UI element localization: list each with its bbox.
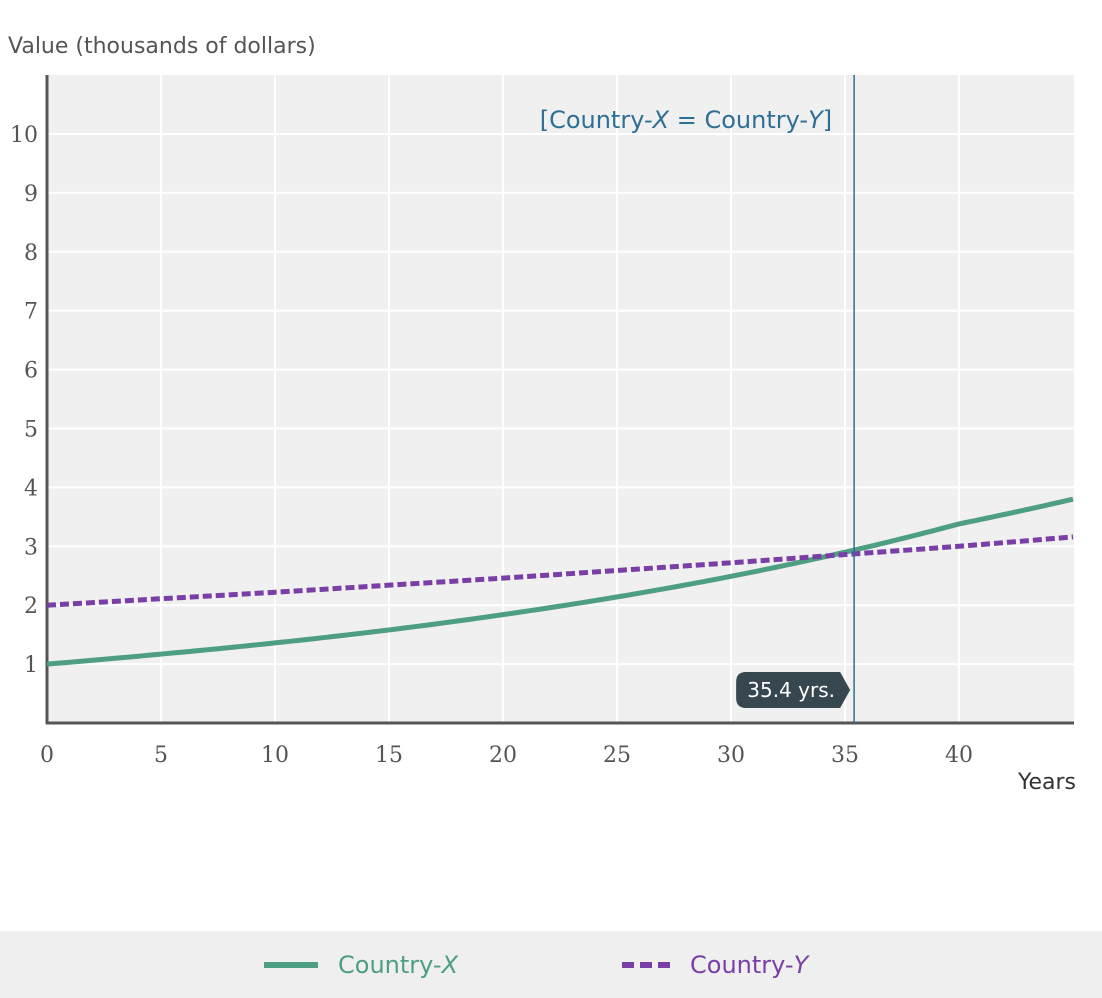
y-tick-label-3: 3 bbox=[24, 535, 38, 560]
chart: 0 5 10 15 20 25 30 35 40 1 2 3 4 5 6 7 8 9 10 Value (thous… bbox=[8, 34, 1076, 795]
legend-swatch-country-y bbox=[622, 961, 670, 968]
intersection-label-part-1: X bbox=[651, 106, 670, 134]
grid bbox=[47, 75, 1074, 723]
intersection-label: [Country-X = Country-Y] bbox=[540, 106, 832, 134]
y-tick-label-1: 1 bbox=[24, 653, 38, 678]
y-tick-label-5: 5 bbox=[24, 418, 38, 443]
y-tick-label-2: 2 bbox=[24, 594, 38, 619]
y-tick-label-10: 10 bbox=[10, 123, 38, 148]
y-tick-label-9: 9 bbox=[24, 182, 38, 207]
legend-swatch-country-x bbox=[264, 961, 318, 968]
x-tick-label-5: 5 bbox=[154, 743, 168, 768]
legend-label-country-y: Country-Y bbox=[690, 950, 809, 979]
legend-item-country-y[interactable]: Country-Y bbox=[622, 931, 808, 998]
legend: Country-X Country-Y bbox=[0, 931, 1102, 998]
series-line-country-x bbox=[46, 496, 1074, 667]
pin-shape bbox=[736, 672, 851, 708]
pin-label: 35.4 yrs. bbox=[747, 678, 835, 702]
series-layer bbox=[46, 496, 1074, 667]
x-tick-label-10: 10 bbox=[261, 743, 289, 768]
series-line-country-y bbox=[46, 534, 1074, 608]
intersection-label-part-3: Y bbox=[808, 106, 825, 134]
plot-background bbox=[47, 75, 1074, 723]
intersection-label-part-4: ] bbox=[823, 106, 832, 134]
legend-label-country-x: Country-X bbox=[338, 950, 459, 979]
tick-labels: 0 5 10 15 20 25 30 35 40 1 2 3 4 5 6 7 8 9 10 bbox=[10, 123, 973, 768]
x-tick-label-0: 0 bbox=[40, 743, 54, 768]
x-tick-label-40: 40 bbox=[945, 743, 973, 768]
y-axis-title: Value (thousands of dollars) bbox=[8, 34, 316, 59]
x-tick-label-20: 20 bbox=[489, 743, 517, 768]
intersection-label-part-0: [Country- bbox=[540, 106, 653, 134]
intersection-pin: 35.4 yrs. bbox=[736, 672, 851, 708]
y-tick-label-7: 7 bbox=[24, 300, 38, 325]
y-tick-label-8: 8 bbox=[24, 241, 38, 266]
intersection-label-part-2: = Country- bbox=[669, 106, 808, 134]
annotation: [Country-X = Country-Y] 35.4 yrs. bbox=[540, 75, 855, 723]
y-tick-label-6: 6 bbox=[24, 359, 38, 384]
x-axis-title: Years bbox=[1017, 770, 1076, 795]
legend-item-country-x[interactable]: Country-X bbox=[264, 931, 458, 998]
y-tick-label-4: 4 bbox=[24, 476, 38, 501]
x-tick-label-30: 30 bbox=[717, 743, 745, 768]
x-tick-label-15: 15 bbox=[375, 743, 403, 768]
x-tick-label-25: 25 bbox=[603, 743, 631, 768]
x-tick-label-35: 35 bbox=[831, 743, 859, 768]
